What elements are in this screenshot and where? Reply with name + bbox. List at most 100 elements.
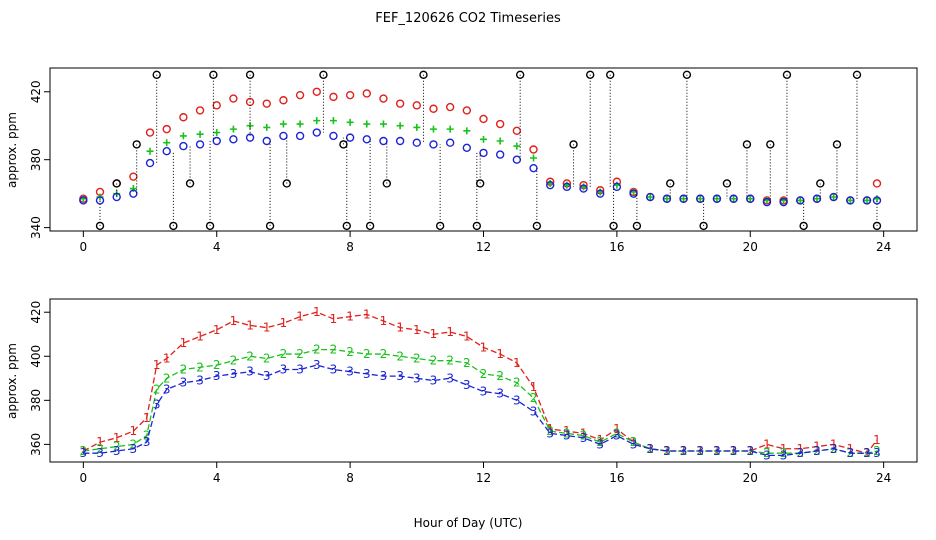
aux-point — [419, 70, 428, 79]
aux-point — [722, 179, 732, 188]
aux-point — [132, 140, 141, 149]
series-3-point: 3 — [863, 446, 871, 460]
s2-point — [730, 195, 738, 203]
s2-point — [163, 139, 171, 147]
aux-point — [766, 140, 775, 149]
series-2-point: 2 — [446, 354, 454, 368]
x-axis-label: Hour of Day (UTC) — [414, 516, 523, 530]
aux-point — [209, 70, 218, 79]
s1-point — [329, 92, 338, 102]
series-3-point: 3 — [480, 385, 488, 399]
series-1-point: 1 — [846, 442, 854, 456]
aux-point — [475, 179, 485, 188]
series-1-point: 1 — [580, 426, 588, 440]
aux-point — [112, 179, 121, 188]
series-1-point: 1 — [363, 307, 371, 321]
series-2-point: 2 — [313, 343, 321, 357]
series-1-point: 1 — [180, 336, 188, 350]
series-2-point: 2 — [463, 356, 471, 370]
series-1-point: 1 — [246, 318, 254, 332]
series-3-point: 3 — [813, 444, 821, 458]
s2-point — [346, 118, 354, 126]
series-1-point: 1 — [796, 442, 804, 456]
series-3-point: 3 — [713, 444, 721, 458]
series-2-point: 2 — [546, 424, 554, 438]
series-1-point: 1 — [313, 305, 321, 319]
series-1-point: 1 — [143, 411, 151, 425]
series-1-point: 1 — [196, 329, 204, 343]
s1-point — [462, 106, 472, 115]
s3-point — [329, 131, 338, 141]
series-2-point: 2 — [413, 351, 421, 365]
s3-point — [545, 180, 555, 190]
s2-point — [146, 147, 154, 155]
s3-point — [579, 184, 588, 193]
top-yticks: 340 380 420 — [29, 80, 50, 239]
s1-point — [412, 101, 422, 110]
s3-point — [212, 136, 221, 146]
s2-point — [429, 125, 437, 133]
top-xticks: 0 4 8 12 16 20 24 — [80, 231, 891, 254]
aux-point — [472, 221, 482, 231]
series-3-point: 3 — [463, 378, 471, 392]
aux-point — [435, 221, 445, 231]
series-1-point: 1 — [263, 321, 271, 335]
s3-point — [362, 135, 371, 144]
x-tick-label: 0 — [80, 240, 88, 254]
s2-point — [463, 127, 471, 135]
s1-point — [295, 90, 305, 100]
series-1-point: 1 — [330, 312, 338, 326]
series-1-point: 1 — [830, 437, 838, 451]
aux-point — [152, 70, 161, 79]
series-2-point: 2 — [630, 435, 638, 449]
series-3-point: 3 — [846, 446, 854, 460]
s2-point — [513, 142, 521, 150]
s2-point — [296, 120, 304, 128]
series-3-point: 3 — [446, 371, 454, 385]
y-tick-label: 380 — [29, 389, 43, 412]
series-1-point: 1 — [513, 356, 521, 370]
s2-point — [496, 137, 504, 145]
series-2-point: 2 — [296, 347, 304, 361]
s3-point — [796, 196, 805, 205]
s2-point — [446, 125, 454, 133]
bottom-yticks: 360 380 400 420 — [29, 301, 50, 456]
x-tick-label: 8 — [346, 471, 354, 485]
aux-point — [742, 140, 752, 149]
y-tick-label: 400 — [29, 345, 43, 368]
s3-point — [462, 143, 472, 153]
aux-point — [319, 70, 328, 79]
y-tick-label: 360 — [29, 433, 43, 456]
series-1-point: 1 — [153, 358, 161, 372]
x-tick-label: 8 — [346, 240, 354, 254]
series-2-point: 2 — [580, 429, 588, 443]
series-3-point: 3 — [313, 358, 321, 372]
y-tick-label: 420 — [29, 301, 43, 324]
s3-point — [145, 158, 155, 168]
series-2-point: 2 — [96, 442, 104, 456]
series-1-point: 1 — [546, 422, 554, 436]
x-tick-label: 20 — [743, 471, 758, 485]
x-tick-label: 0 — [80, 471, 88, 485]
s2-point — [229, 125, 237, 133]
s2-point — [329, 117, 337, 125]
s2-point — [846, 196, 854, 204]
series-3-point: 3 — [496, 387, 504, 401]
series-3-point: 3 — [696, 444, 704, 458]
series-3-point: 3 — [830, 442, 838, 456]
s3-point — [112, 192, 121, 202]
series-3-point: 3 — [646, 442, 654, 456]
aux-point — [282, 179, 291, 188]
series-2-point: 2 — [130, 437, 138, 451]
s3-point — [846, 196, 855, 205]
aux-point — [606, 70, 615, 79]
s3-point — [445, 138, 455, 147]
aux-point — [342, 221, 351, 231]
s1-point — [129, 172, 138, 181]
series-2-point: 2 — [596, 435, 604, 449]
s3-point — [779, 197, 788, 207]
series-3-point: 3 — [363, 367, 371, 381]
series-3-point: 3 — [163, 382, 171, 396]
s2-point — [680, 195, 688, 203]
